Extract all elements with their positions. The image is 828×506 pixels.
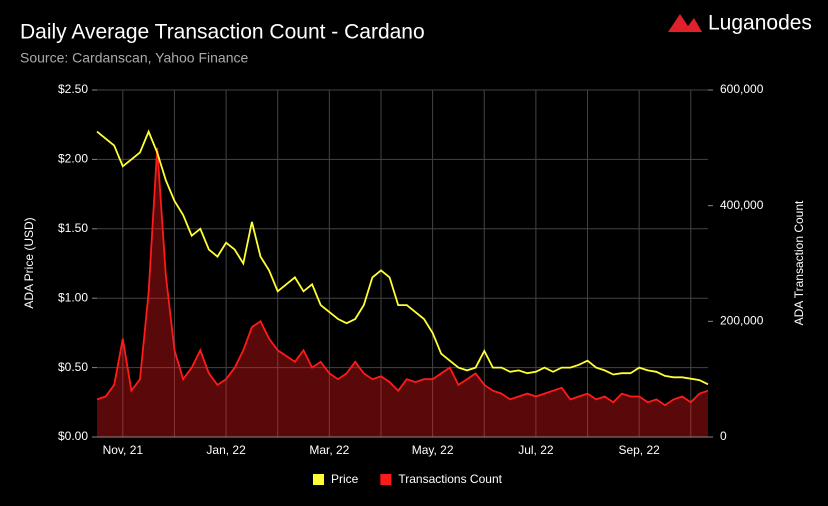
y-tick-label: $0.50 — [58, 360, 88, 374]
y2-tick-label: 200,000 — [720, 314, 764, 328]
y-tick-label: $2.50 — [58, 82, 88, 96]
y2-tick-label: 0 — [720, 429, 727, 443]
y2-tick-label: 400,000 — [720, 198, 764, 212]
logo: Luganodes — [668, 12, 812, 35]
series-line — [96, 129, 709, 386]
x-tick-label: Nov, 21 — [103, 443, 144, 457]
x-tick-label: Mar, 22 — [309, 443, 349, 457]
y-tick-label: $1.00 — [58, 290, 88, 304]
area — [97, 147, 708, 438]
series-line — [96, 147, 709, 407]
chart-title: Daily Average Transaction Count - Cardan… — [20, 21, 425, 44]
logo-text: Luganodes — [708, 12, 812, 35]
y-tick-label: $0.00 — [58, 429, 88, 443]
x-tick-label: Jan, 22 — [206, 443, 246, 457]
logo-icon — [668, 14, 702, 32]
legend-swatch — [313, 474, 324, 485]
legend-label: Price — [331, 472, 359, 486]
x-tick-label: Jul, 22 — [518, 443, 554, 457]
chart-subtitle: Source: Cardanscan, Yahoo Finance — [20, 50, 249, 66]
y-tick-label: $1.50 — [58, 221, 88, 235]
y-axis-label: ADA Price (USD) — [22, 217, 36, 308]
legend-swatch — [380, 474, 392, 485]
x-tick-label: Sep, 22 — [618, 443, 660, 457]
legend-label: Transactions Count — [398, 472, 502, 486]
x-tick-label: May, 22 — [412, 443, 454, 457]
y2-axis-label: ADA Transaction Count — [792, 200, 806, 325]
y2-tick-label: 600,000 — [720, 82, 764, 96]
y-tick-label: $2.00 — [58, 152, 88, 166]
